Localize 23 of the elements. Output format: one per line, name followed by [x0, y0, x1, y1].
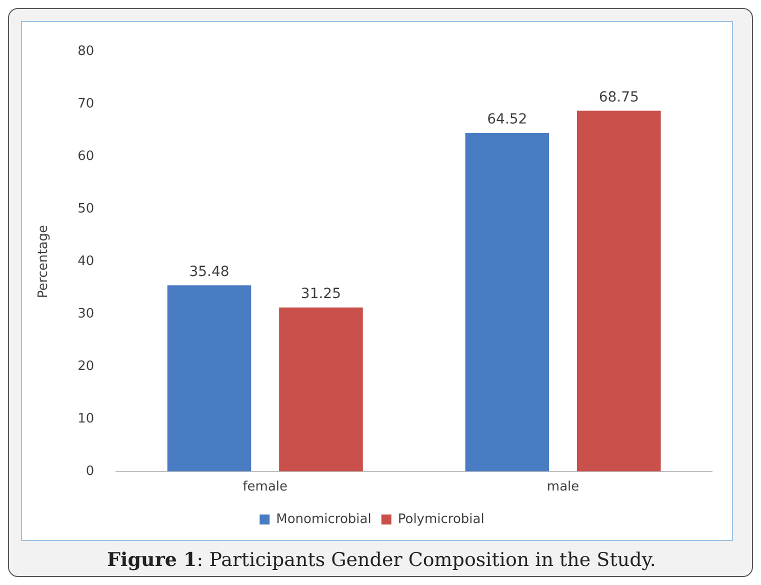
y-tick-label: 50	[78, 202, 94, 217]
y-tick-label: 20	[78, 358, 94, 374]
y-tick-label: 40	[78, 254, 94, 269]
x-tick-label: male	[546, 480, 580, 495]
y-tick-label: 0	[86, 464, 94, 479]
data-label: 64.52	[487, 112, 528, 128]
data-label: 35.48	[189, 264, 230, 280]
bar	[167, 285, 252, 472]
y-tick-label: 30	[78, 306, 94, 322]
bar	[577, 110, 661, 472]
y-tick-label: 60	[78, 149, 94, 164]
legend-label: Polymicrobial	[398, 512, 484, 527]
caption: Figure 1: Participants Gender Composition in the Study.	[107, 549, 656, 571]
data-label: 31.25	[300, 286, 342, 302]
y-tick-label: 10	[78, 411, 94, 426]
y-tick-label: 70	[78, 96, 94, 112]
bar	[465, 132, 550, 472]
data-label: 68.75	[598, 89, 639, 106]
legend-label: Monomicrobial	[276, 512, 372, 527]
x-tick-label: female	[242, 480, 288, 495]
bar	[279, 307, 363, 472]
y-tick-label: 80	[78, 44, 94, 60]
y-axis-title: Percentage	[36, 225, 52, 298]
